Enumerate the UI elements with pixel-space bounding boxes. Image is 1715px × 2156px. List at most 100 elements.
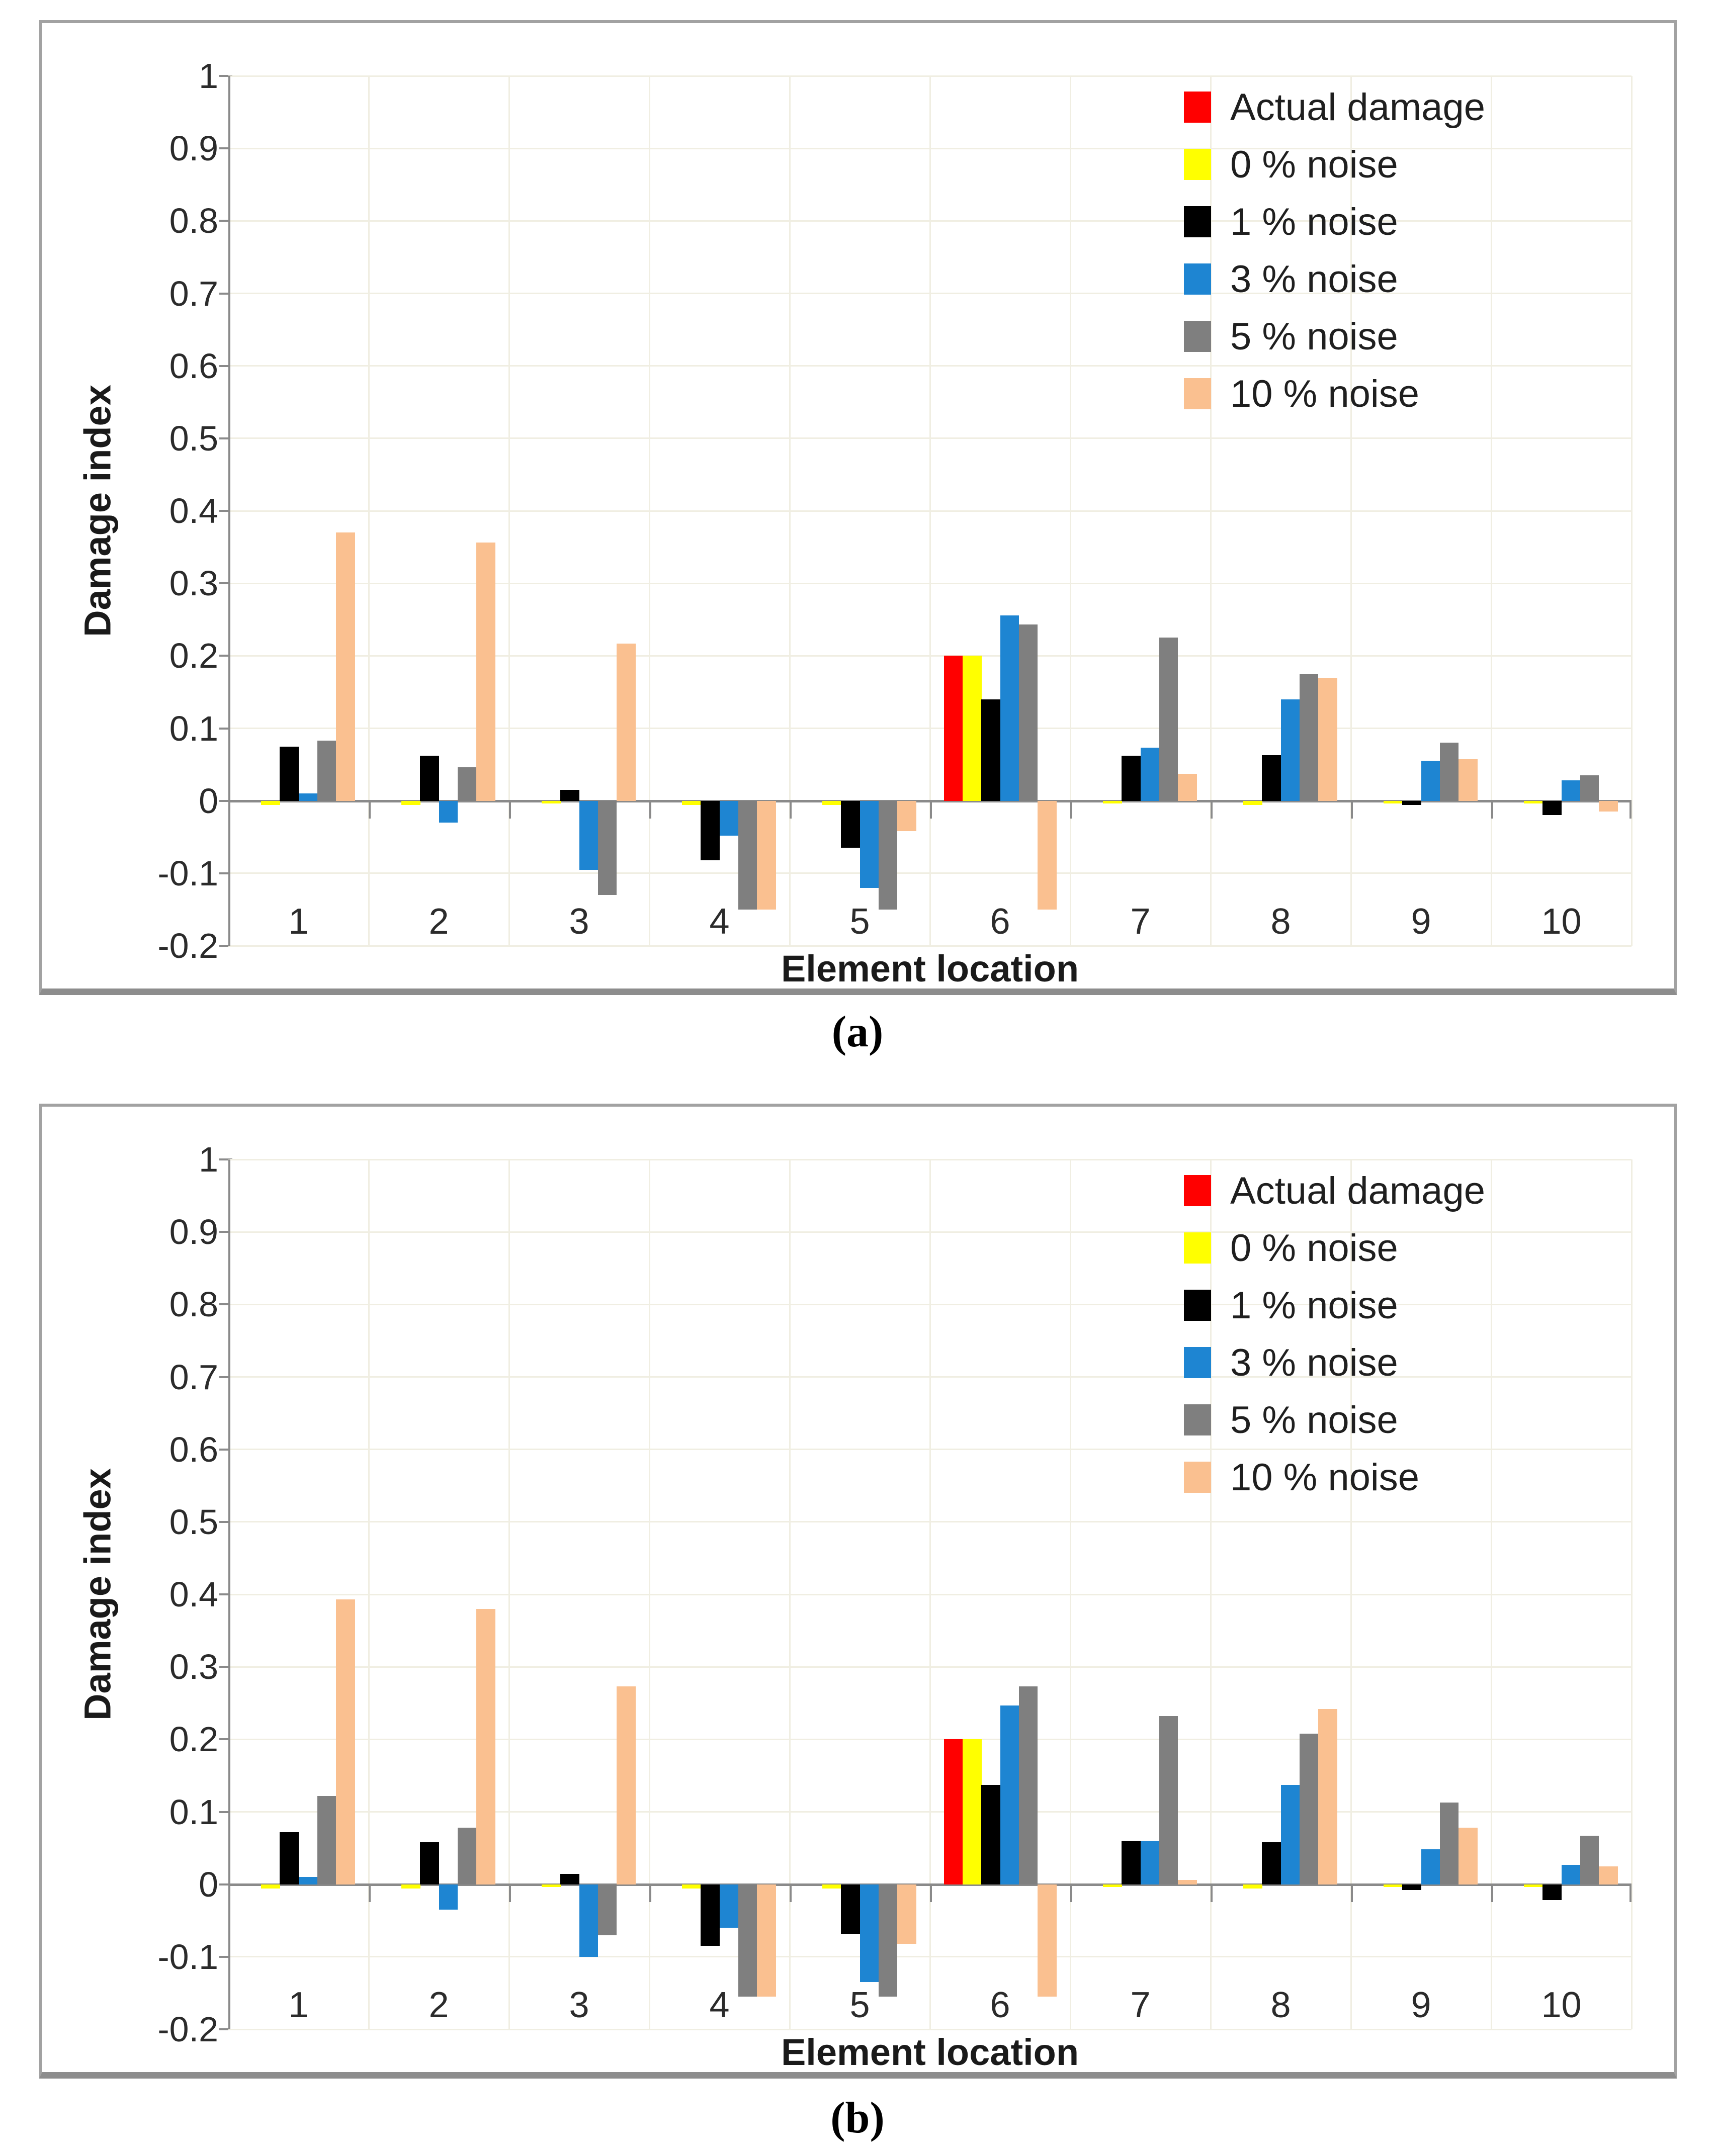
- y-tick-label: 0.9: [169, 129, 218, 168]
- legend-item: 3 % noise: [1184, 250, 1485, 308]
- plot-area: 1 2 3 4 5 6 7 8 9 10: [228, 1158, 1633, 2030]
- y-axis-tick: [219, 872, 232, 874]
- x-tick-label: 3: [569, 902, 589, 942]
- y-axis-tick-labels: 1 0.9 0.8 0.7 0.6 0.5 0.4 0.3 0.2 0.1 0 -0.1 -0.2: [52, 56, 232, 965]
- bar-5-noise-el7: [1159, 1716, 1178, 1884]
- bar-10-noise-el2: [476, 1608, 495, 1884]
- y-axis-tick: [219, 437, 232, 439]
- bar-0-noise-el8: [1243, 800, 1262, 805]
- y-tick-label: 0: [199, 781, 218, 821]
- legend-item-label: 0 % noise: [1230, 1226, 1398, 1270]
- category-tick: [1491, 802, 1493, 819]
- bar-5-noise-el1: [317, 741, 336, 801]
- bar-10-noise-el8: [1318, 1709, 1337, 1884]
- bar-3-noise-el9: [1421, 1849, 1440, 1884]
- legend-item-label: 1 % noise: [1230, 1284, 1398, 1327]
- bar-10-noise-el1: [335, 1599, 355, 1884]
- y-axis-tick: [219, 1666, 232, 1668]
- legend-color-swatch: [1184, 1290, 1211, 1321]
- y-axis-tick: [219, 1955, 232, 1958]
- legend-color-swatch: [1184, 1462, 1211, 1493]
- category-tick: [369, 802, 371, 819]
- bar-0-noise-el6: [963, 1739, 982, 1884]
- bar-5-noise-el1: [317, 1795, 336, 1884]
- legend-item-label: Actual damage: [1230, 1169, 1485, 1212]
- y-axis-tick: [219, 655, 232, 657]
- legend-item-label: Actual damage: [1230, 85, 1485, 129]
- bar-10-noise-el1: [335, 532, 355, 801]
- legend-color-swatch: [1184, 378, 1211, 409]
- bar-0-noise-el3: [542, 1884, 561, 1888]
- y-axis-tick: [219, 147, 232, 150]
- zero-axis-line: [228, 799, 1632, 802]
- bar-10-noise-el4: [756, 800, 776, 910]
- y-tick-label: 0.7: [169, 274, 218, 313]
- x-tick-label: 2: [428, 902, 449, 942]
- bar-1-noise-el9: [1402, 800, 1421, 805]
- legend-item-label: 5 % noise: [1230, 315, 1398, 358]
- v-gridline: [648, 1159, 650, 2029]
- bar-1-noise-el3: [560, 790, 579, 801]
- v-gridline: [929, 1159, 931, 2029]
- bar-0-noise-el2: [401, 800, 420, 805]
- v-gridline: [508, 76, 510, 946]
- bar-actual-damage-el6: [944, 656, 963, 801]
- x-tick-label: 2: [428, 1985, 449, 2025]
- bar-10-noise-el9: [1458, 1828, 1478, 1884]
- bar-5-noise-el9: [1439, 1802, 1459, 1884]
- v-gridline: [1631, 1159, 1633, 2029]
- x-tick-label: 10: [1541, 1985, 1582, 2025]
- category-tick: [930, 1885, 932, 1902]
- bar-3-noise-el8: [1280, 699, 1300, 801]
- zero-axis-line: [228, 1883, 1632, 1886]
- v-gridline: [648, 76, 650, 946]
- bar-actual-damage-el6: [944, 1739, 963, 1884]
- y-tick-label: 0.5: [169, 418, 218, 458]
- category-tick: [1630, 1885, 1632, 1902]
- bar-3-noise-el1: [298, 793, 318, 801]
- bar-10-noise-el4: [756, 1884, 776, 1997]
- bar-0-noise-el10: [1524, 1884, 1543, 1888]
- bar-10-noise-el2: [476, 543, 495, 801]
- v-gridline: [1490, 1159, 1492, 2029]
- y-tick-label: 1: [199, 1140, 218, 1179]
- bar-5-noise-el2: [457, 767, 477, 801]
- bar-1-noise-el6: [981, 1785, 1000, 1884]
- y-axis-tick: [219, 945, 232, 947]
- y-axis-tick: [219, 1738, 232, 1741]
- bar-1-noise-el2: [420, 1842, 439, 1884]
- category-tick: [790, 802, 792, 819]
- bar-3-noise-el7: [1140, 1841, 1160, 1884]
- bar-1-noise-el8: [1262, 755, 1281, 801]
- bar-10-noise-el3: [616, 643, 636, 801]
- category-tick: [1491, 1885, 1493, 1902]
- legend-color-swatch: [1184, 263, 1211, 295]
- bar-0-noise-el9: [1384, 800, 1403, 804]
- bar-5-noise-el5: [878, 800, 898, 910]
- v-gridline: [1210, 76, 1212, 946]
- panel-caption-b: (b): [830, 2094, 885, 2142]
- y-tick-label: 0.6: [169, 1429, 218, 1469]
- bar-5-noise-el4: [738, 1884, 757, 1997]
- bar-10-noise-el6: [1037, 1884, 1057, 1997]
- bar-3-noise-el4: [719, 800, 739, 836]
- legend-item-label: 5 % noise: [1230, 1398, 1398, 1442]
- v-gridline: [368, 1159, 370, 2029]
- y-tick-label: 0.6: [169, 346, 218, 386]
- bar-5-noise-el6: [1018, 624, 1038, 801]
- v-gridline: [368, 76, 370, 946]
- legend-item-label: 1 % noise: [1230, 200, 1398, 243]
- y-axis-tick: [219, 1593, 232, 1595]
- bar-5-noise-el10: [1580, 775, 1599, 801]
- y-tick-label: 0.8: [169, 1285, 218, 1324]
- bar-3-noise-el1: [298, 1877, 318, 1884]
- bar-10-noise-el6: [1037, 800, 1057, 910]
- bar-0-noise-el6: [963, 656, 982, 801]
- bar-3-noise-el3: [579, 800, 598, 870]
- y-axis-tick: [219, 1231, 232, 1233]
- bar-10-noise-el7: [1177, 1880, 1197, 1884]
- legend-item: 10 % noise: [1184, 365, 1485, 422]
- panel-caption-a: (a): [831, 1008, 884, 1056]
- chart-panel-a: Damage index 1 0.9 0.8 0.7 0.6 0.5 0.4 0.3 0.2 0.…: [39, 20, 1677, 995]
